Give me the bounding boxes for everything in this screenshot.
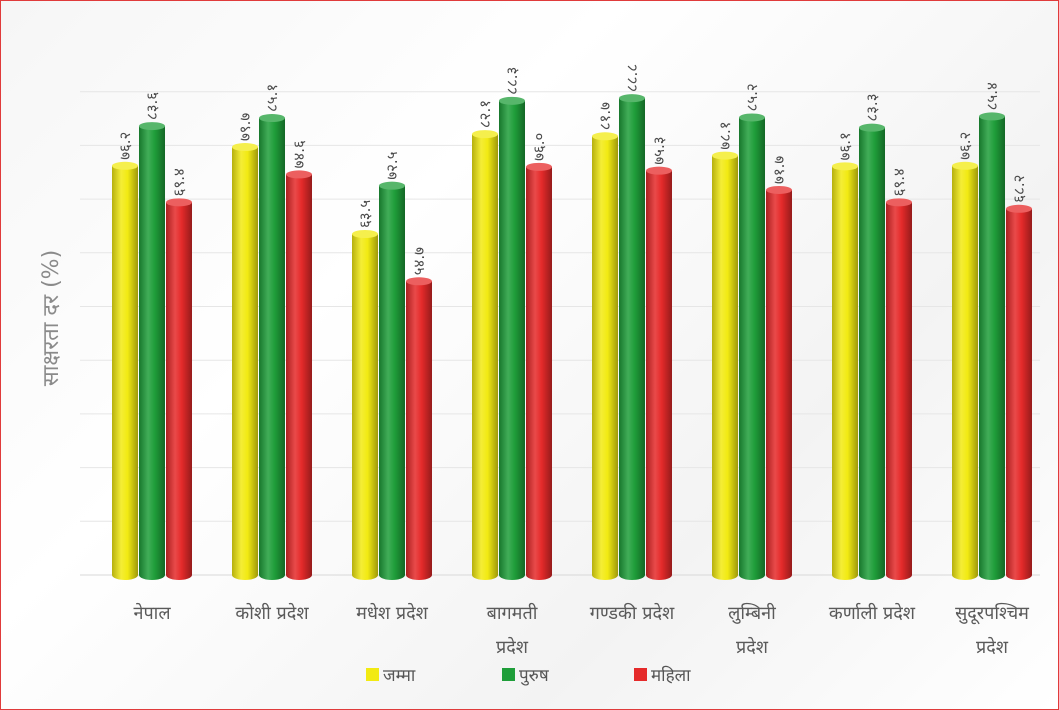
bar [886, 202, 912, 580]
data-label: ७२.५ [383, 151, 401, 179]
category-label: प्रदेश [496, 636, 529, 658]
legend-swatch [366, 668, 379, 681]
data-label: ८५.२ [743, 83, 761, 111]
data-label: ८२.१ [476, 100, 494, 128]
bar [712, 156, 738, 580]
bar [232, 147, 258, 580]
bar-top [859, 124, 885, 132]
bar-top [379, 182, 405, 190]
category-label: बागमती [487, 602, 538, 624]
category-labels: नेपाल कोशी प्रदेश मधेश प्रदेश बागमती प्रदेश ग… [133, 602, 1030, 658]
data-label: ७८.१ [716, 121, 734, 149]
bar-top [886, 198, 912, 206]
bar [1006, 209, 1032, 580]
bar [832, 166, 858, 580]
bar [499, 101, 525, 580]
legend-label: महिला [651, 665, 691, 686]
bar-top [112, 162, 138, 170]
data-label: ८१.७ [596, 102, 614, 130]
data-label: ६३.५ [356, 200, 374, 228]
category-label: गण्डकी प्रदेश [590, 602, 675, 624]
bar [526, 167, 552, 580]
bar-top [232, 143, 258, 151]
data-label: ५४.७ [410, 247, 428, 275]
bar-top [139, 122, 165, 130]
bar-top [646, 167, 672, 175]
legend-swatch [634, 668, 647, 681]
bar-top [286, 170, 312, 178]
bar-top [259, 114, 285, 122]
bar-top [739, 113, 765, 121]
y-axis-label: साक्षरता दर (%) [39, 250, 64, 386]
category-label: प्रदेश [976, 636, 1009, 658]
data-label: ८८.३ [503, 67, 521, 95]
data-label: ८८.८ [623, 64, 641, 92]
bar-top [352, 230, 378, 238]
data-label: ८३.६ [143, 92, 161, 120]
data-label: ७६.२ [956, 132, 974, 160]
data-label: ७४.६ [290, 140, 308, 168]
bar [112, 166, 138, 580]
legend-label: पुरुष [519, 666, 550, 686]
bar [406, 281, 432, 580]
category-label: मधेश प्रदेश [356, 602, 429, 624]
category-label: नेपाल [133, 602, 171, 624]
bar-top [1006, 205, 1032, 213]
legend: जम्मा पुरुष महिला [366, 665, 691, 686]
data-label: ८५.४ [983, 82, 1001, 110]
bar [646, 171, 672, 580]
data-label: ६८.२ [1010, 175, 1028, 203]
bar-top [499, 97, 525, 105]
bar [379, 186, 405, 580]
bar [619, 98, 645, 580]
data-label: ७६.१ [836, 132, 854, 160]
bar-top [712, 152, 738, 160]
bar [166, 202, 192, 580]
category-label: सुदूरपश्चिम [955, 602, 1030, 625]
data-label: ७६.० [530, 133, 548, 161]
data-label: ६९.४ [170, 168, 188, 196]
data-label: ६९.४ [890, 168, 908, 196]
bar-top [619, 94, 645, 102]
category-label: कर्णाली प्रदेश [829, 602, 916, 624]
bar-top [472, 130, 498, 138]
bar [472, 134, 498, 580]
bar [259, 118, 285, 580]
bar [739, 117, 765, 580]
bar-top [766, 186, 792, 194]
data-label: ८३.३ [863, 94, 881, 122]
data-label: ७६.२ [116, 132, 134, 160]
bar [139, 126, 165, 580]
bar-top [526, 163, 552, 171]
bar-top [979, 112, 1005, 120]
bar-top [952, 162, 978, 170]
category-label: लुम्बिनी [728, 602, 776, 624]
data-label: ८५.१ [263, 84, 281, 112]
bar-top [166, 198, 192, 206]
bar [979, 116, 1005, 580]
data-label: ७९.७ [236, 113, 254, 141]
category-label: कोशी प्रदेश [235, 602, 309, 624]
legend-swatch [502, 668, 515, 681]
bar [286, 174, 312, 580]
bar [859, 128, 885, 580]
bars [112, 94, 1032, 580]
bar-top [832, 162, 858, 170]
data-label: ७५.३ [650, 136, 668, 164]
bar [592, 136, 618, 580]
bar [952, 166, 978, 580]
category-label: प्रदेश [736, 636, 769, 658]
data-label: ७१.७ [770, 156, 788, 184]
bar [766, 190, 792, 580]
bar-top [592, 132, 618, 140]
bar-top [406, 277, 432, 285]
legend-label: जम्मा [383, 666, 416, 686]
bar [352, 234, 378, 580]
